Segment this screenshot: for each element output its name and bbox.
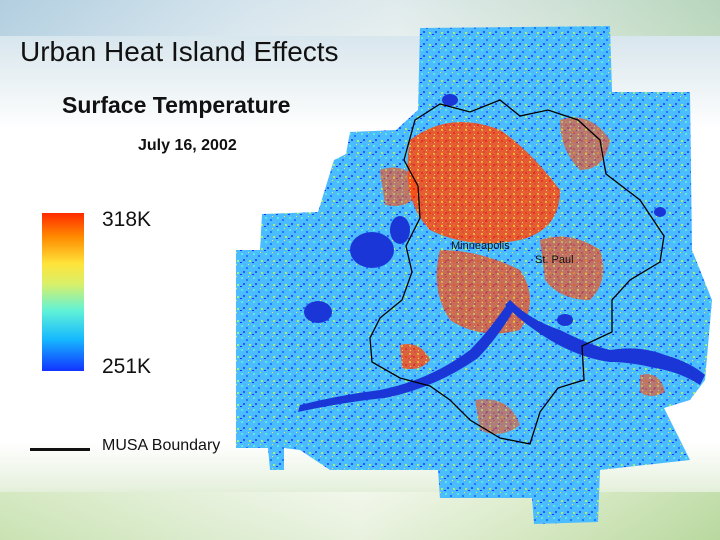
water-bodies [298, 94, 705, 412]
musa-boundary-legend-label: MUSA Boundary [102, 437, 221, 454]
slide-title: Urban Heat Island Effects [20, 36, 339, 67]
legend-low-label: 251K [102, 355, 152, 378]
slide-background-bottom [0, 492, 720, 540]
musa-boundary-legend-line [30, 448, 90, 451]
legend-high-label: 318K [102, 208, 152, 231]
slide-date: July 16, 2002 [138, 137, 237, 154]
slide-subtitle: Surface Temperature [62, 92, 291, 118]
hot-zones [380, 117, 665, 434]
city-label-minneapolis: Minneapolis [451, 240, 510, 252]
temperature-legend-bar [42, 213, 84, 371]
city-label-st-paul: St. Paul [535, 254, 574, 266]
musa-boundary [369, 99, 665, 445]
